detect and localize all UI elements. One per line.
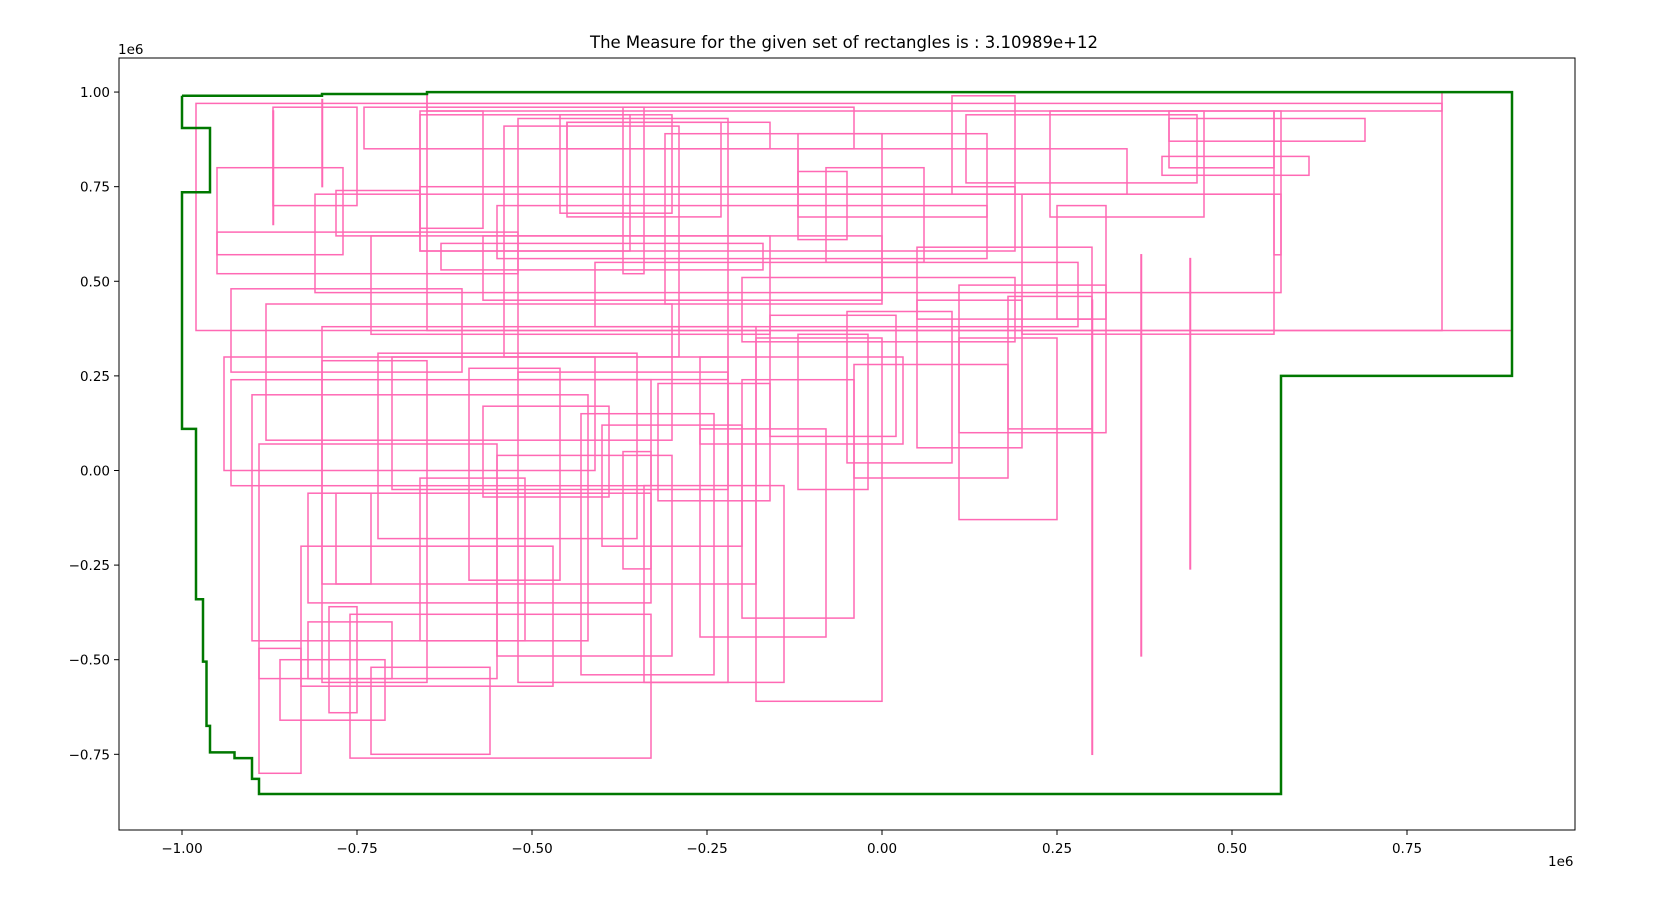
y-tick-label: 0.75 — [80, 180, 110, 196]
rectangle-61 — [419, 477, 526, 642]
rectangle-40 — [1056, 204, 1107, 320]
rectangle-58 — [349, 613, 652, 759]
rectangle-56 — [300, 545, 554, 687]
y-tick-label: 0.25 — [80, 369, 110, 385]
rectangle-33 — [440, 242, 764, 271]
rectangle-12 — [559, 114, 673, 214]
rectangle-67 — [643, 484, 785, 684]
rectangle-38 — [916, 246, 1093, 320]
rectangle-63 — [496, 454, 673, 657]
rectangle-48 — [377, 352, 638, 540]
x-tick-label: −0.50 — [511, 841, 552, 857]
rectangle-23 — [1049, 110, 1205, 218]
chart-title: The Measure for the given set of rectang… — [589, 33, 1098, 52]
rectangle-22 — [965, 114, 1198, 184]
rectangle-37 — [797, 170, 848, 241]
rectangle-30 — [419, 185, 1016, 252]
rectangle-69 — [699, 428, 827, 638]
rectangle-7 — [321, 98, 324, 188]
y-tick-label: 0.50 — [80, 274, 110, 290]
rectangle-3 — [195, 102, 1443, 332]
rectangle-44 — [230, 378, 652, 487]
rectangle-34 — [482, 235, 883, 301]
y-tick-label: −0.50 — [69, 653, 110, 669]
rectangle-59 — [370, 666, 491, 756]
rectangle-81 — [958, 337, 1058, 521]
union-contour — [180, 90, 1514, 796]
rectangle-35 — [594, 261, 1079, 328]
rectangle-13 — [622, 106, 645, 275]
x-tick-label: −0.25 — [686, 841, 727, 857]
x-axis-offset-label: 1e6 — [1548, 854, 1573, 870]
x-tick-label: −1.00 — [161, 841, 202, 857]
rectangle-53 — [279, 658, 386, 721]
x-tick-label: 0.25 — [1042, 841, 1072, 857]
y-axis-offset-label: 1e6 — [118, 42, 143, 58]
x-tick-label: −0.75 — [336, 841, 377, 857]
rectangle-17 — [664, 132, 883, 305]
rectangle-68 — [657, 382, 771, 502]
rectangle-65 — [580, 412, 715, 676]
rectangle-41 — [216, 231, 519, 275]
rectangle-54 — [258, 647, 302, 775]
rectangle-72 — [769, 314, 897, 438]
x-tick-label: 0.75 — [1392, 841, 1422, 857]
rectangle-42 — [230, 288, 463, 373]
rectangle-60 — [328, 605, 358, 714]
x-tick-label: 0.00 — [867, 841, 897, 857]
axes-frame — [118, 57, 1576, 831]
rectangle-83 — [699, 356, 904, 445]
rectangle-80 — [1140, 254, 1143, 657]
x-tick-label: 0.50 — [1217, 841, 1247, 857]
rectangle-64 — [517, 371, 729, 684]
rectangle-74 — [846, 310, 953, 464]
rectangle-84 — [482, 405, 610, 498]
rectangle-27 — [1273, 110, 1282, 256]
rectangle-16 — [566, 121, 771, 150]
rectangle-4 — [216, 166, 344, 256]
rectangle-73 — [797, 333, 869, 491]
y-tick-label: 0.00 — [80, 463, 110, 479]
rectangle-50 — [321, 359, 428, 684]
rectangle-66 — [622, 450, 652, 570]
rectangle-62 — [468, 367, 561, 581]
rectangle-71 — [755, 337, 883, 703]
axes-ticks: −1.00 −0.75 −0.50 −0.25 0.00 0.25 0.50 0.75 −0.7… — [69, 85, 1422, 857]
rectangle-75 — [916, 299, 1023, 449]
rectangle-82 — [853, 363, 1009, 479]
y-tick-label: −0.75 — [69, 747, 110, 763]
rectangle-79 — [1189, 257, 1192, 570]
rectangle-39 — [1021, 193, 1275, 335]
rectangle-24 — [1161, 155, 1310, 177]
rectangle-78 — [1091, 299, 1094, 756]
rectangle-36 — [741, 276, 1016, 343]
plot-marks — [180, 90, 1514, 796]
rectangle-85 — [601, 424, 743, 547]
y-tick-label: −0.25 — [69, 558, 110, 574]
y-tick-label: 1.00 — [80, 85, 110, 101]
